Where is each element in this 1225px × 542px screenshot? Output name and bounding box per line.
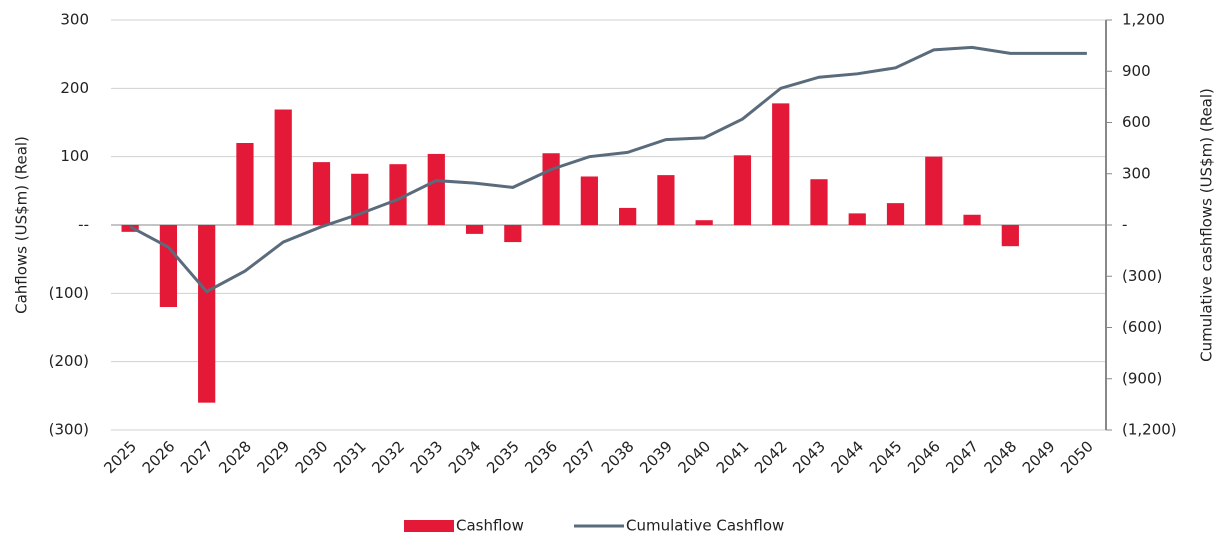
bar [465, 225, 484, 234]
y2-tick-label: - [1122, 216, 1127, 234]
bar [657, 175, 675, 225]
line [129, 45, 1087, 294]
bar [274, 109, 292, 225]
x-tick-label: 2034 [445, 437, 485, 477]
x-tick-label: 2046 [904, 437, 944, 477]
bar [198, 225, 216, 403]
y-tick-label: 100 [60, 147, 89, 165]
bar [848, 213, 866, 225]
x-tick-label: 2029 [253, 437, 293, 477]
bar [695, 220, 713, 225]
bar [504, 225, 522, 243]
x-tick-label: 2030 [292, 437, 332, 477]
bar [733, 155, 752, 225]
x-tick-label: 2025 [100, 437, 140, 477]
bar [886, 203, 905, 225]
y2-axis-title: Cumulative cashflows (US$m) (Real) [1198, 88, 1216, 362]
x-tick-label: 2028 [215, 437, 255, 477]
x-tick-label: 2038 [598, 437, 638, 477]
bar [312, 162, 331, 225]
x-tick-label: 2031 [330, 437, 370, 477]
legend-swatch [404, 520, 454, 532]
x-tick-label: 2048 [981, 437, 1021, 477]
y2-tick-label: (1,200) [1122, 421, 1177, 439]
bar [619, 207, 637, 225]
bar [580, 176, 598, 225]
y2-tick-label: (900) [1122, 369, 1162, 387]
y2-tick-label: (300) [1122, 267, 1162, 285]
bar [925, 156, 943, 225]
y-tick-label: (100) [49, 284, 89, 302]
x-tick-label: 2039 [636, 437, 676, 477]
y-tick-label: 200 [60, 79, 89, 97]
x-tick-label: 2032 [368, 437, 408, 477]
y2-tick-label: 900 [1122, 62, 1151, 80]
x-tick-label: 2036 [521, 437, 561, 477]
x-tick-label: 2027 [177, 437, 217, 477]
x-tick-label: 2047 [942, 437, 982, 477]
y-tick-label: (300) [49, 421, 89, 439]
x-tick-label: 2049 [1019, 437, 1059, 477]
y-tick-label: (200) [49, 352, 89, 370]
x-tick-label: 2050 [1057, 437, 1097, 477]
x-tick-label: 2041 [713, 437, 753, 477]
y-tick-label: -- [78, 216, 89, 234]
x-tick-label: 2044 [828, 437, 868, 477]
x-tick-label: 2045 [866, 437, 906, 477]
x-tick-label: 2033 [407, 437, 447, 477]
x-tick-label: 2037 [560, 437, 600, 477]
y-axis-title: Cahflows (US$m) (Real) [13, 136, 31, 314]
bar [810, 179, 828, 225]
bar [542, 153, 560, 225]
y2-tick-label: 300 [1122, 164, 1151, 182]
y-tick-label: 300 [60, 11, 89, 29]
bar [1001, 225, 1019, 247]
bar [772, 103, 790, 225]
y2-tick-label: 600 [1122, 113, 1151, 131]
x-tick-label: 2026 [139, 437, 179, 477]
bar [159, 225, 178, 307]
x-tick-label: 2043 [789, 437, 829, 477]
legend-label: Cumulative Cashflow [626, 517, 784, 535]
legend-label: Cashflow [456, 517, 524, 535]
y2-tick-label: 1,200 [1122, 11, 1165, 29]
y2-tick-label: (600) [1122, 318, 1162, 336]
bar [236, 143, 254, 225]
x-tick-label: 2035 [483, 437, 523, 477]
x-tick-label: 2040 [674, 437, 714, 477]
bar [121, 225, 139, 232]
bar [427, 153, 445, 225]
x-tick-label: 2042 [751, 437, 791, 477]
bar [963, 214, 981, 225]
bar [389, 164, 407, 225]
